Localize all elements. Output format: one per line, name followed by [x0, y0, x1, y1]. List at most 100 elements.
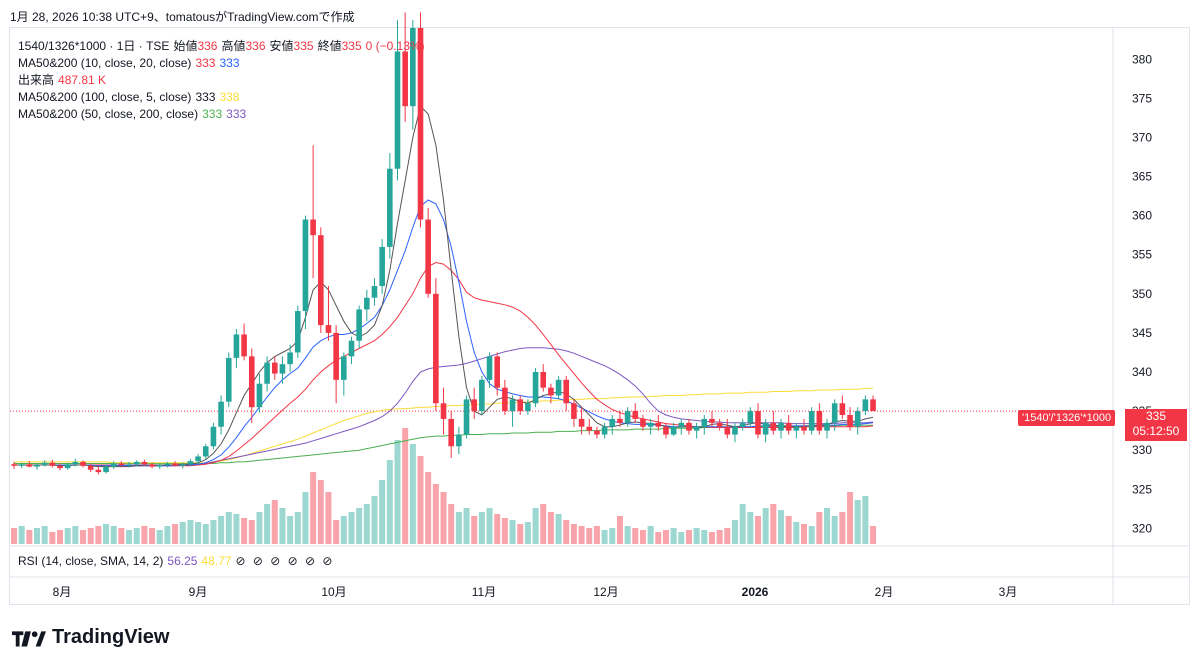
volume-bar [72, 526, 79, 544]
legend-change: 0 (−0.13%) [365, 39, 425, 53]
volume-bar [540, 504, 547, 544]
volume-bar [41, 526, 48, 544]
candle-body [287, 352, 293, 365]
volume-bar [402, 428, 409, 544]
candle-body [770, 422, 777, 431]
volume-bar [302, 492, 309, 544]
volume-bar [463, 508, 470, 544]
candle-body [479, 379, 485, 412]
volume-bar [294, 512, 301, 544]
volume-bar [662, 530, 669, 544]
volume-bar [693, 528, 700, 544]
legend-ma1-v2: 333 [219, 56, 240, 70]
candle-body [847, 415, 853, 427]
volume-bar [847, 492, 854, 544]
legend-symbol-row[interactable]: 1540/1326*1000 · 1日 · TSE 始値336 高値336 安値335… [18, 38, 429, 55]
candle-body [555, 379, 562, 396]
candle-body [732, 426, 738, 435]
candle-body [594, 430, 600, 435]
volume-bar [425, 472, 432, 544]
candle-body [179, 464, 186, 466]
ma-black-line [14, 105, 874, 468]
rsi-legend[interactable]: RSI (14, close, SMA, 14, 2) 56.25 48.77 ⊘ ⊘… [18, 554, 338, 568]
candle-body [225, 357, 232, 402]
volume-bar [593, 526, 600, 544]
symbol-price-tag: '1540'/'1326'*1000 [1018, 410, 1116, 426]
volume-bar [149, 528, 156, 544]
candle-body [387, 168, 393, 247]
volume-bar [110, 526, 117, 544]
volume-bar [356, 508, 363, 544]
volume-bar [271, 500, 278, 544]
volume-bar [202, 524, 209, 544]
candle-body [110, 463, 117, 467]
candle-body [87, 465, 94, 470]
candle-body [18, 464, 25, 466]
x-tick-label: 11月 [472, 585, 496, 599]
x-tick-label: 9月 [189, 585, 208, 599]
volume-bar [586, 528, 593, 544]
candle-body [57, 465, 63, 469]
x-tick-label: 8月 [53, 585, 72, 599]
chart-header: 1月 28, 2026 10:38 UTC+9、tomatousがTrading… [10, 10, 355, 24]
legend-close: 335 [341, 39, 362, 53]
volume-bar [731, 520, 738, 544]
volume-bar [494, 514, 501, 544]
volume-bar [793, 522, 800, 544]
y-tick-label: 350 [1132, 287, 1152, 301]
legend-low: 335 [293, 39, 314, 53]
volume-bar [670, 528, 677, 544]
candle-body [739, 422, 746, 427]
legend-volume-row[interactable]: 出来高 487.81 K [18, 72, 429, 89]
candle-body [195, 456, 201, 462]
candle-body [433, 293, 439, 404]
volume-bar [647, 526, 654, 544]
y-tick-label: 370 [1132, 130, 1152, 144]
candle-body [701, 418, 708, 427]
candle-body [709, 418, 715, 423]
candle-body [670, 426, 677, 435]
candle-body [586, 426, 593, 431]
volume-bar [870, 526, 877, 544]
candle-body [663, 426, 669, 435]
legend-ma3-v1: 333 [202, 107, 223, 121]
volume-bar [225, 512, 232, 544]
volume-bar [524, 522, 531, 544]
candle-body [640, 418, 646, 427]
volume-bar [616, 516, 623, 544]
candle-body [341, 356, 347, 380]
volume-bar [218, 516, 225, 544]
tradingview-logo[interactable]: TradingView [12, 626, 169, 649]
volume-bar [87, 528, 94, 544]
volume-bar [455, 512, 462, 544]
volume-bar [126, 530, 133, 544]
legend-ma2-row[interactable]: MA50&200 (100, close, 5, close) 333 338 [18, 89, 429, 106]
candle-body [256, 383, 263, 408]
candle-body [72, 461, 79, 465]
candle-body [348, 340, 355, 357]
volume-bar [739, 504, 746, 544]
chart-legend: 1540/1326*1000 · 1日 · TSE 始値336 高値336 安値335… [18, 38, 429, 123]
volume-bar [371, 496, 378, 544]
candle-body [762, 422, 769, 435]
legend-ma3-row[interactable]: MA50&200 (50, close, 200, close) 333 333 [18, 106, 429, 123]
candle-body [248, 356, 255, 408]
volume-bar [448, 504, 455, 544]
candle-body [49, 462, 56, 466]
legend-ma1-label: MA50&200 (10, close, 20, close) [18, 56, 192, 70]
volume-bar [831, 516, 838, 544]
volume-bar [233, 514, 240, 544]
volume-bar [172, 524, 179, 544]
candle-body [724, 426, 731, 435]
candle-body [793, 426, 800, 431]
candle-body [540, 372, 547, 388]
candle-body [141, 461, 148, 465]
volume-bar [279, 508, 286, 544]
candle-body [172, 463, 178, 466]
volume-bar [854, 500, 861, 544]
volume-bar [310, 472, 317, 544]
legend-ma1-row[interactable]: MA50&200 (10, close, 20, close) 333 333 [18, 55, 429, 72]
volume-bar [816, 512, 823, 544]
chart-frame[interactable] [9, 27, 1190, 605]
